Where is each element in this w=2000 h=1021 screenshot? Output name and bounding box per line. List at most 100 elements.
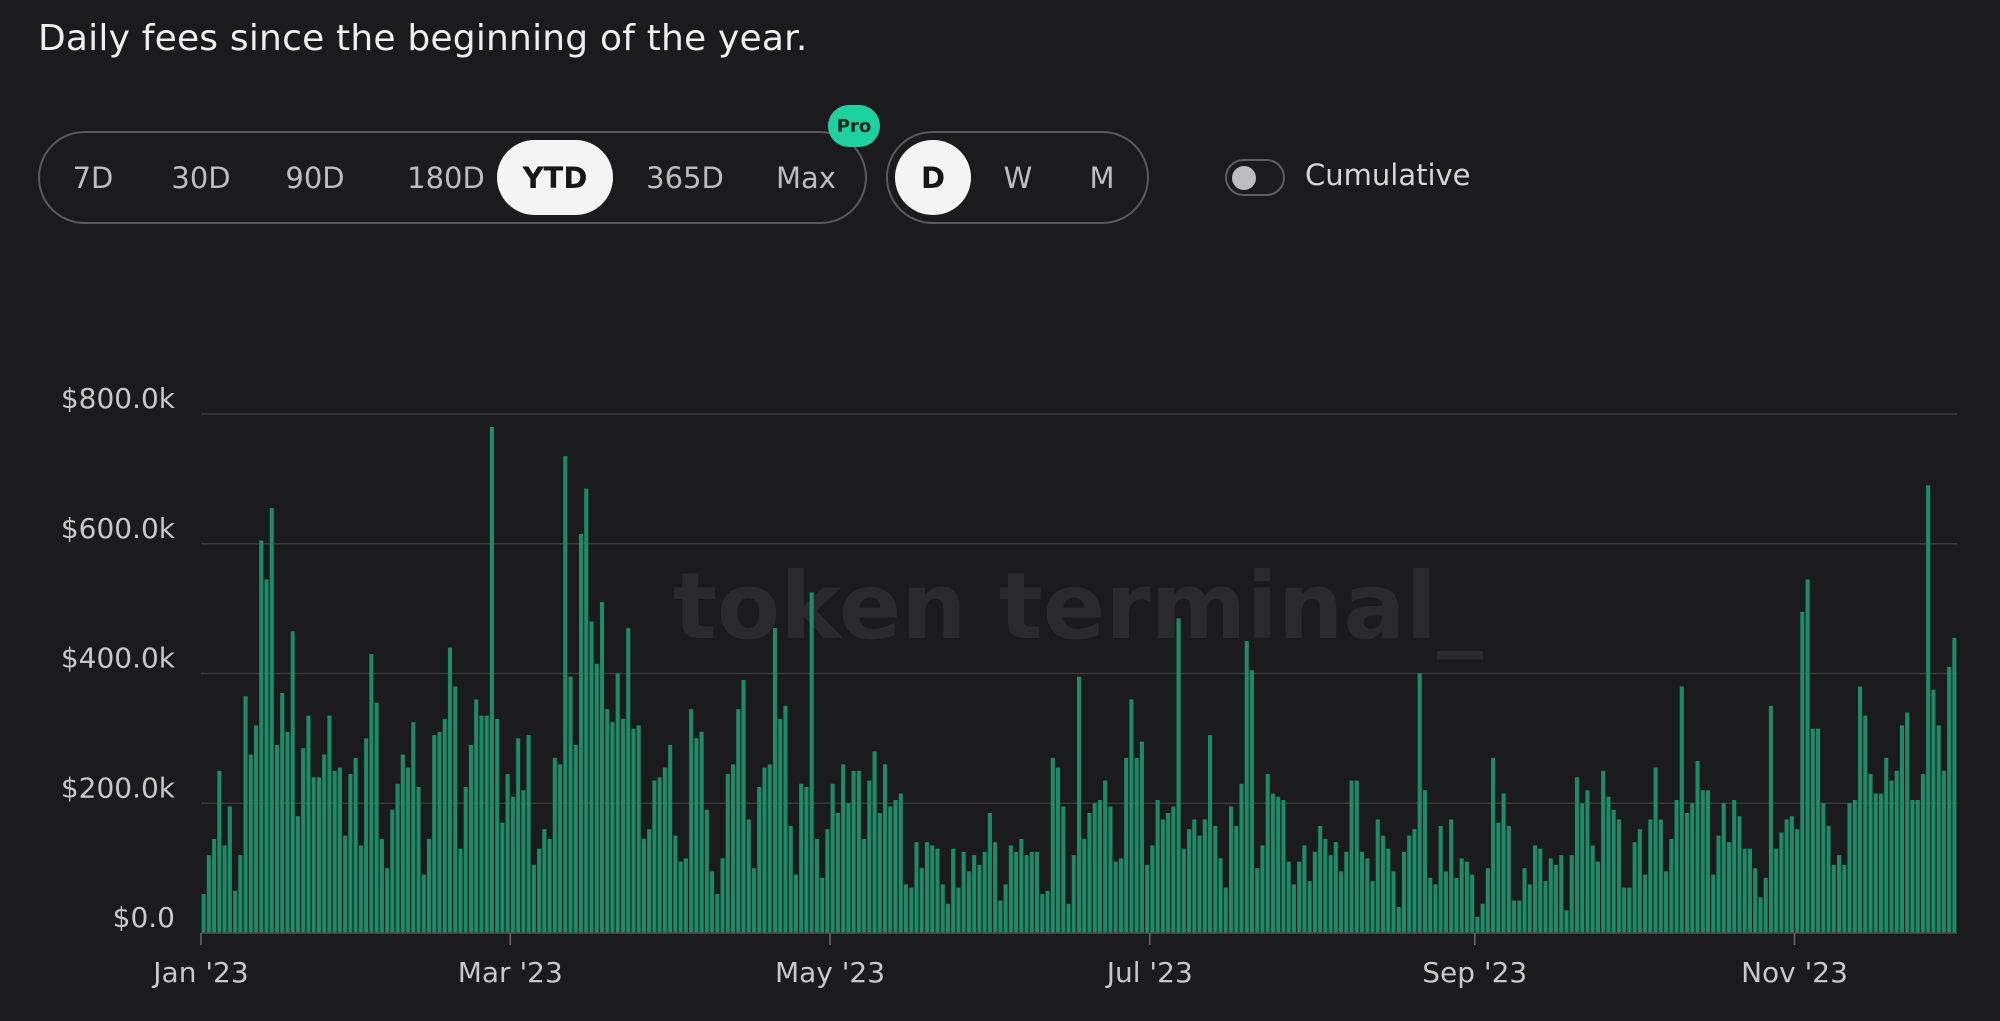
bar[interactable]: [547, 838, 552, 933]
bar[interactable]: [1433, 884, 1438, 933]
bar[interactable]: [411, 722, 416, 933]
bar[interactable]: [1160, 819, 1165, 933]
bar[interactable]: [458, 848, 463, 933]
bar[interactable]: [1868, 774, 1873, 933]
bar[interactable]: [620, 718, 626, 933]
bar[interactable]: [1664, 871, 1669, 933]
bar[interactable]: [678, 861, 683, 933]
bar[interactable]: [353, 757, 358, 933]
granularity-day-button[interactable]: D: [895, 140, 971, 215]
bar[interactable]: [1538, 848, 1543, 933]
bar[interactable]: [683, 858, 688, 933]
bar[interactable]: [1176, 618, 1181, 933]
bar[interactable]: [201, 894, 206, 933]
bar[interactable]: [736, 709, 741, 933]
bar[interactable]: [1401, 851, 1407, 933]
bar[interactable]: [1616, 819, 1621, 933]
bar[interactable]: [1202, 819, 1207, 933]
bar[interactable]: [1679, 686, 1684, 933]
bar[interactable]: [1543, 881, 1548, 933]
bar[interactable]: [767, 764, 772, 933]
bar[interactable]: [1711, 874, 1716, 933]
bar[interactable]: [332, 770, 337, 933]
bar[interactable]: [1569, 855, 1574, 933]
bar[interactable]: [1716, 835, 1721, 933]
bar[interactable]: [778, 718, 783, 933]
bar[interactable]: [1297, 861, 1302, 933]
bar[interactable]: [940, 884, 945, 933]
bar[interactable]: [348, 774, 353, 933]
bar[interactable]: [993, 842, 998, 933]
range-ytd-button[interactable]: YTD: [497, 140, 613, 215]
bar[interactable]: [1323, 838, 1328, 933]
bar[interactable]: [1637, 829, 1642, 933]
bar[interactable]: [1837, 855, 1842, 933]
bar[interactable]: [1831, 864, 1836, 933]
bar[interactable]: [437, 731, 442, 933]
bar[interactable]: [1863, 715, 1868, 933]
bar[interactable]: [1826, 825, 1831, 933]
bar[interactable]: [804, 787, 809, 933]
bar[interactable]: [1055, 767, 1061, 933]
range-365d-button[interactable]: 365D: [646, 160, 724, 195]
bar[interactable]: [1899, 725, 1905, 933]
bar[interactable]: [898, 793, 903, 933]
bar[interactable]: [1097, 800, 1103, 933]
bar[interactable]: [888, 806, 893, 933]
bar[interactable]: [390, 809, 395, 933]
bar[interactable]: [893, 800, 898, 933]
bar[interactable]: [264, 579, 269, 933]
bar[interactable]: [851, 770, 856, 933]
bar[interactable]: [1139, 741, 1144, 933]
bar[interactable]: [474, 699, 479, 933]
bar[interactable]: [1889, 780, 1894, 933]
bar[interactable]: [1318, 825, 1323, 933]
bar[interactable]: [961, 851, 966, 933]
bar[interactable]: [809, 592, 814, 933]
bar[interactable]: [1265, 774, 1270, 933]
bar[interactable]: [1574, 777, 1580, 933]
bar[interactable]: [1307, 881, 1312, 933]
bar[interactable]: [710, 871, 715, 933]
bar[interactable]: [746, 819, 751, 933]
bar[interactable]: [1480, 903, 1485, 933]
bar[interactable]: [495, 718, 500, 933]
bar[interactable]: [426, 838, 432, 933]
bar[interactable]: [1920, 774, 1925, 933]
bar[interactable]: [395, 783, 400, 933]
bar[interactable]: [1941, 770, 1946, 933]
bar[interactable]: [1192, 819, 1197, 933]
bar[interactable]: [662, 767, 667, 933]
range-7d-button[interactable]: 7D: [72, 160, 114, 195]
bar[interactable]: [1035, 851, 1040, 933]
bar[interactable]: [751, 868, 757, 933]
bar[interactable]: [982, 851, 987, 933]
granularity-week-button[interactable]: W: [1003, 160, 1033, 195]
bar[interactable]: [1187, 829, 1192, 933]
bar[interactable]: [212, 838, 217, 933]
bar[interactable]: [1459, 858, 1464, 933]
bar[interactable]: [306, 715, 311, 933]
bar[interactable]: [1559, 855, 1564, 933]
bar[interactable]: [1648, 819, 1653, 933]
bar[interactable]: [1223, 887, 1228, 933]
bar[interactable]: [1878, 793, 1884, 933]
bar[interactable]: [825, 829, 830, 933]
bar[interactable]: [484, 715, 489, 933]
bar[interactable]: [563, 456, 568, 933]
bar[interactable]: [1024, 855, 1029, 933]
bar[interactable]: [1333, 842, 1338, 933]
bar[interactable]: [1464, 861, 1469, 933]
bar[interactable]: [594, 663, 599, 933]
bar[interactable]: [1590, 845, 1595, 933]
bar[interactable]: [1108, 806, 1113, 933]
bar[interactable]: [1281, 800, 1286, 933]
bar[interactable]: [578, 534, 584, 933]
bar[interactable]: [1470, 874, 1475, 933]
bar[interactable]: [1181, 848, 1186, 933]
bar[interactable]: [783, 705, 788, 933]
bar[interactable]: [1622, 887, 1627, 933]
bar[interactable]: [358, 845, 363, 933]
bar[interactable]: [248, 754, 253, 933]
cumulative-label[interactable]: Cumulative: [1305, 158, 1471, 192]
